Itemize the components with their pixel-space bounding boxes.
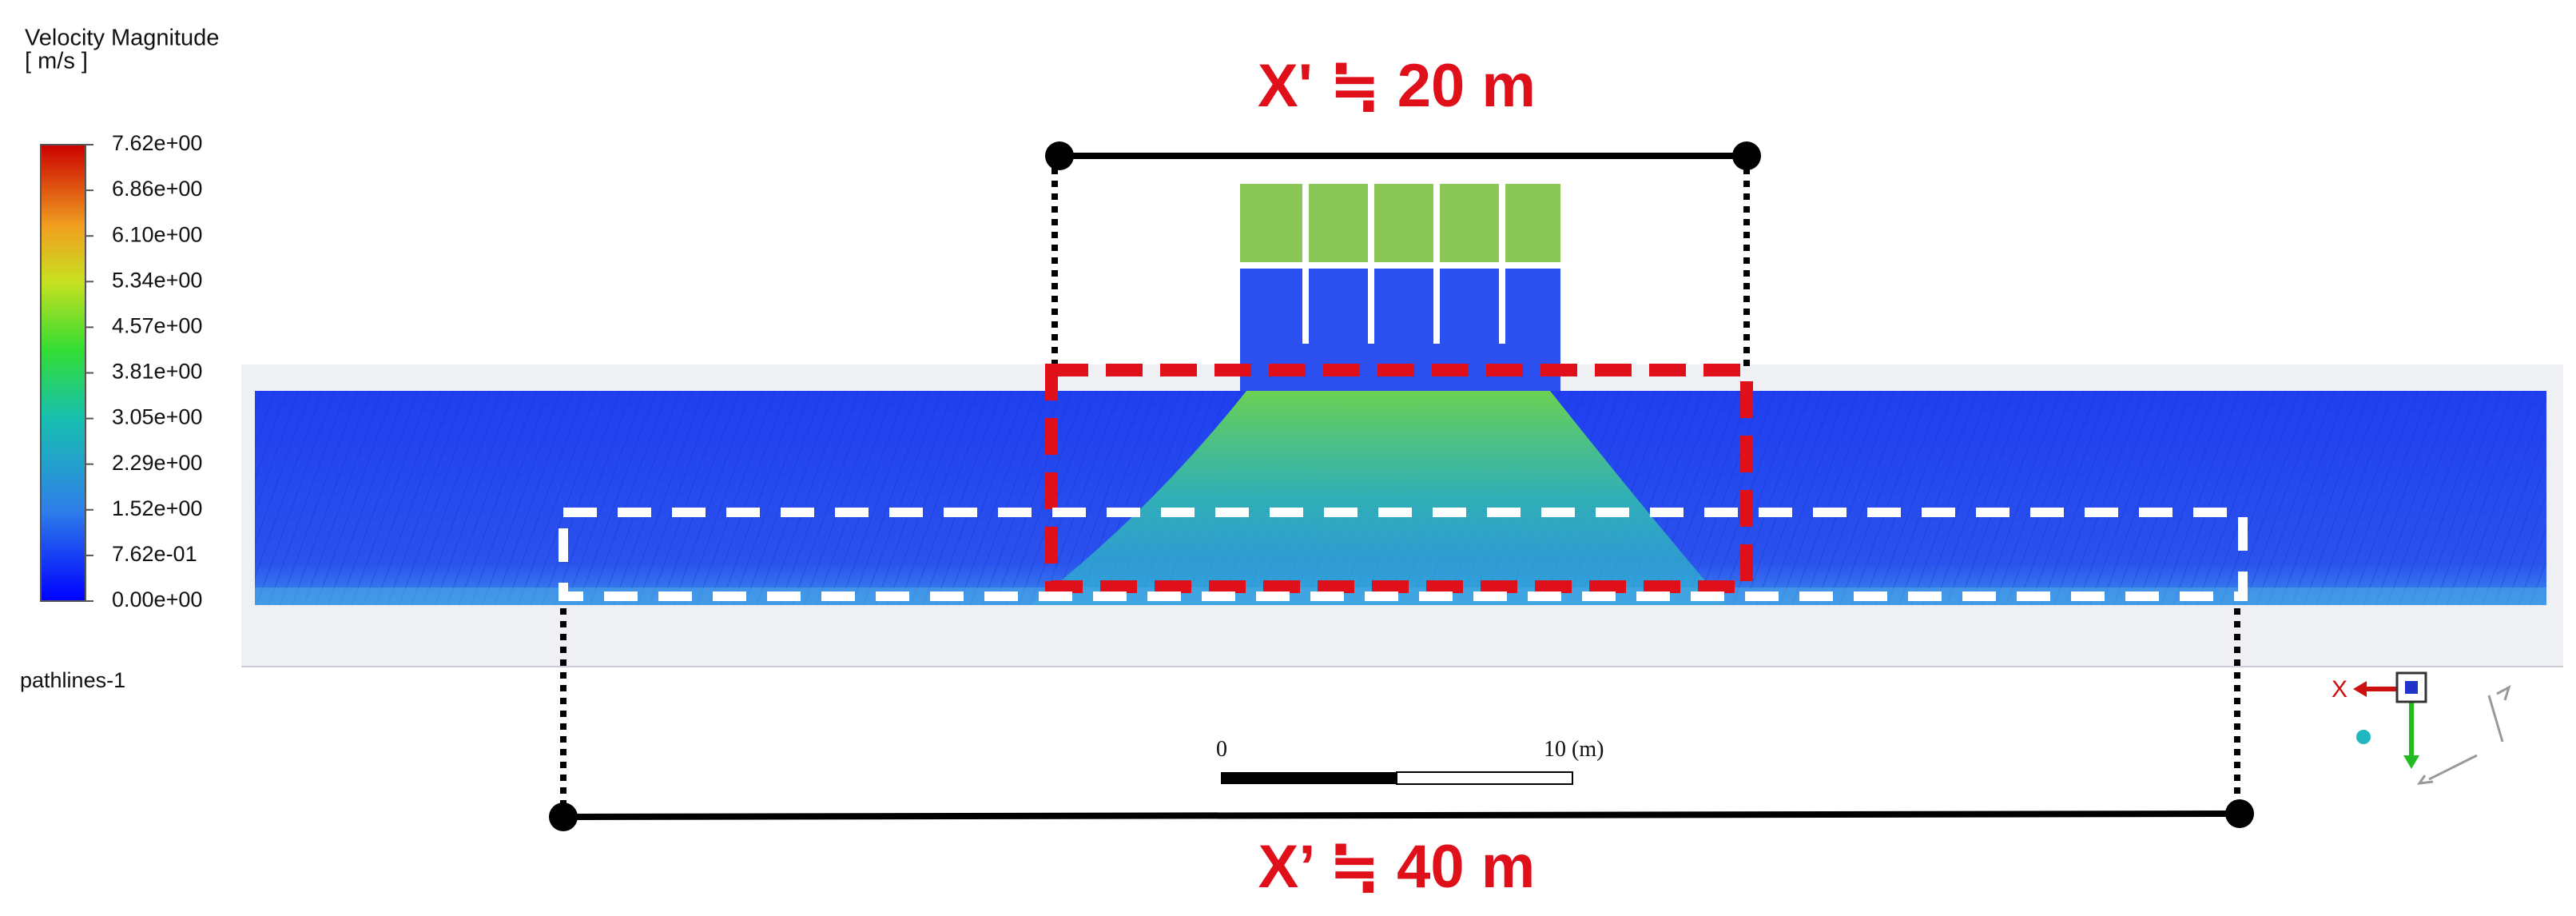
colorbar-label: 4.57e+00 [112, 314, 202, 338]
dimension-end [1732, 141, 1761, 170]
triad-origin [2356, 730, 2371, 744]
colorbar-label: 6.86e+00 [112, 177, 202, 201]
colorbar-label: 3.81e+00 [112, 360, 202, 384]
dimension-end [1045, 141, 1074, 170]
white-dashed-box [559, 508, 2248, 601]
scale-end: 10 (m) [1544, 737, 1604, 762]
dimension-end [549, 802, 578, 831]
dimension-line [563, 810, 2240, 820]
triad-x-label: X [2332, 676, 2347, 703]
colorbar-label: 6.10e+00 [112, 222, 202, 246]
scale-bar-black [1221, 772, 1397, 784]
colorbar-label: 5.34e+00 [112, 268, 202, 292]
legend-title: Velocity Magnitude [25, 26, 219, 51]
rotate-icon [2487, 684, 2511, 743]
colorbar-label: 7.62e+00 [112, 131, 202, 155]
colorbar-label: 2.29e+00 [112, 451, 202, 475]
colorbar [40, 144, 86, 602]
rotate-icon [2416, 754, 2478, 785]
colorbar-label: 3.05e+00 [112, 405, 202, 429]
scale-bar-white [1396, 771, 1573, 785]
z-axis-marker [2405, 681, 2418, 694]
inlet-upper [1240, 184, 1560, 264]
y-arrow-head [2403, 755, 2419, 769]
colorbar-label: 0.00e+00 [112, 587, 202, 611]
annotation-top: X' ≒ 20 m [1258, 52, 1536, 120]
divider [1240, 262, 1560, 269]
jet-region [1031, 391, 1726, 605]
colorbar-labels: 7.62e+00 6.86e+00 6.10e+00 5.34e+00 4.57e+00… [85, 131, 202, 611]
scale-start: 0 [1216, 737, 1227, 762]
axis-triad: X [2332, 671, 2511, 785]
annotation-bottom: X’ ≒ 40 m [1258, 833, 1536, 901]
red-dashed-box [1045, 364, 1753, 593]
dimension-end [2225, 799, 2254, 828]
object-name: pathlines-1 [20, 668, 125, 692]
inlet-dividers [1240, 184, 1560, 344]
colorbar-label: 7.62e-01 [112, 542, 197, 566]
x-arrow-head [2353, 681, 2367, 697]
legend-unit: [ m/s ] [25, 49, 88, 74]
colorbar-label: 1.52e+00 [112, 496, 202, 520]
